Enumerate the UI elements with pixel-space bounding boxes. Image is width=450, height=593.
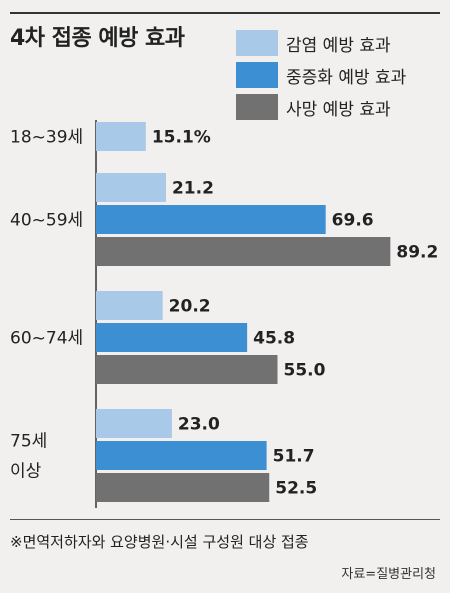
bar-death-1: [96, 237, 391, 266]
bar-death-3: [96, 473, 270, 502]
chart-title: 4차 접종 예방 효과: [10, 26, 185, 51]
bar-infection-0: [96, 122, 146, 151]
category-label-2: 60~74세: [10, 329, 83, 349]
bar-value-death-1: 89.2: [396, 243, 438, 263]
bottom-rule: [10, 519, 440, 520]
source-credit: 자료=질병관리청: [341, 567, 436, 582]
bar-infection-1: [96, 173, 166, 202]
bar-infection-2: [96, 291, 163, 320]
legend-swatch-death: [236, 94, 278, 120]
legend-label-death: 사망 예방 효과: [286, 99, 391, 120]
legend-swatch-infection: [236, 30, 278, 56]
category-label-3: 75세 이상: [10, 432, 47, 482]
bar-death-2: [96, 355, 278, 384]
bar-value-death-3: 52.5: [275, 479, 317, 499]
bar-infection-3: [96, 409, 172, 438]
legend-label-infection: 감염 예방 효과: [286, 35, 391, 56]
bar-value-severe-3: 51.7: [273, 447, 315, 467]
bar-value-infection-0: 15.1%: [152, 128, 211, 148]
bar-value-infection-2: 20.2: [169, 297, 211, 317]
bar-severe-1: [96, 205, 326, 234]
bar-value-severe-2: 45.8: [253, 329, 295, 349]
bar-value-death-2: 55.0: [284, 361, 326, 381]
footnote: ※면역저하자와 요양병원·시설 구성원 대상 접종: [10, 533, 309, 551]
bar-severe-2: [96, 323, 248, 352]
bar-value-severe-1: 69.6: [332, 211, 374, 231]
legend: 감염 예방 효과 중증화 예방 효과 사망 예방 효과: [236, 30, 406, 126]
category-label-0: 18~39세: [10, 128, 83, 148]
legend-item-infection: 감염 예방 효과: [236, 30, 406, 56]
legend-item-death: 사망 예방 효과: [236, 94, 406, 120]
legend-item-severe: 중증화 예방 효과: [236, 62, 406, 88]
top-rule: [10, 12, 440, 14]
bar-severe-3: [96, 441, 267, 470]
category-label-1: 40~59세: [10, 211, 83, 231]
bar-value-infection-1: 21.2: [172, 179, 214, 199]
legend-label-severe: 중증화 예방 효과: [286, 67, 407, 88]
bar-value-infection-3: 23.0: [178, 415, 220, 435]
legend-swatch-severe: [236, 62, 278, 88]
